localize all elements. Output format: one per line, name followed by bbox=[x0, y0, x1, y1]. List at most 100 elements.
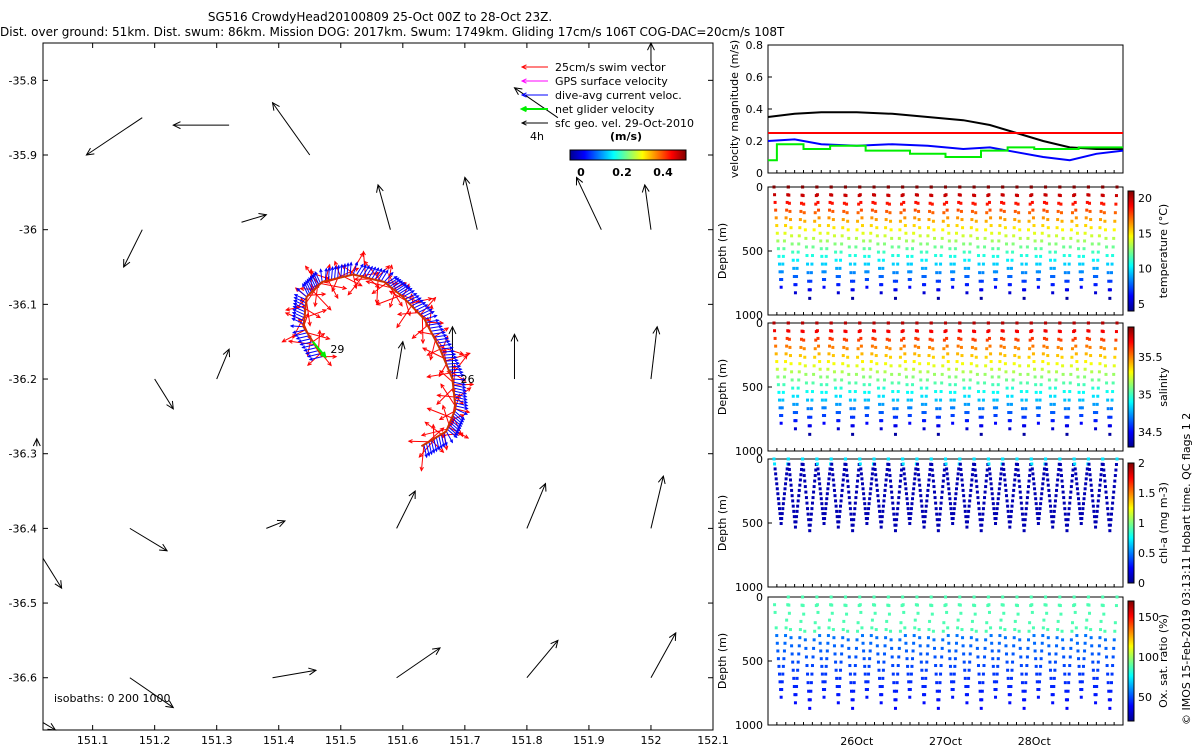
swim-vector-arrow-head bbox=[327, 361, 332, 367]
temperature-data-point bbox=[1072, 185, 1076, 189]
salinity-data-point bbox=[826, 367, 830, 371]
chl-a-data-point bbox=[773, 467, 777, 471]
dac-vector-arrow bbox=[309, 356, 323, 361]
temperature-data-point bbox=[1054, 242, 1058, 246]
salinity-data-point bbox=[846, 355, 850, 359]
chl-a-y-tick-label: 0 bbox=[756, 453, 763, 466]
temperature-data-point bbox=[984, 219, 988, 223]
chl-a-data-point bbox=[895, 512, 899, 516]
salinity-data-point bbox=[1105, 390, 1109, 394]
salinity-data-point bbox=[942, 347, 946, 351]
oxygen-data-point bbox=[785, 618, 789, 622]
geo-velocity-arrow-head bbox=[47, 723, 57, 731]
temperature-data-point bbox=[1031, 208, 1035, 212]
chl-a-data-point bbox=[936, 529, 940, 533]
temperature-ylabel: Depth (m) bbox=[716, 223, 729, 279]
salinity-data-point bbox=[923, 411, 927, 415]
oxygen-data-point bbox=[1068, 664, 1072, 668]
legend-net-arrow-head bbox=[519, 105, 527, 113]
salinity-data-point bbox=[1044, 321, 1048, 325]
oxygen-data-point bbox=[887, 604, 891, 608]
chl-a-data-point bbox=[1102, 474, 1106, 478]
dac-vector-arrow bbox=[308, 277, 315, 290]
oxygen-data-point bbox=[941, 638, 945, 642]
chl-a-data-point bbox=[791, 504, 795, 508]
dac-vector-arrow-head bbox=[306, 354, 312, 358]
chl-a-data-point bbox=[835, 509, 839, 513]
oxygen-data-point bbox=[890, 646, 894, 650]
salinity-data-point bbox=[1008, 427, 1012, 431]
salinity-data-point bbox=[983, 372, 987, 376]
salinity-data-point bbox=[866, 406, 870, 410]
salinity-data-point bbox=[961, 370, 965, 374]
salinity-data-point bbox=[862, 375, 866, 379]
chl-a-data-point bbox=[928, 473, 932, 477]
salinity-data-point bbox=[784, 360, 788, 364]
temperature-data-point bbox=[1076, 239, 1080, 243]
dac-vector-arrow-head bbox=[453, 355, 458, 360]
salinity-data-point bbox=[1103, 364, 1107, 368]
salinity-data-point bbox=[1055, 370, 1059, 374]
oxygen-data-point bbox=[880, 685, 884, 689]
chl-a-data-point bbox=[890, 496, 894, 500]
oxygen-data-point bbox=[1077, 664, 1081, 668]
dac-vector-arrow bbox=[327, 267, 330, 281]
dac-vector-arrow bbox=[438, 343, 452, 347]
dac-vector-arrow-head bbox=[439, 445, 443, 450]
chl-a-data-point bbox=[999, 472, 1003, 476]
chl-a-data-point bbox=[897, 496, 901, 500]
salinity-data-point bbox=[862, 383, 866, 387]
salinity-data-point bbox=[947, 375, 951, 379]
dac-vector-arrow-head bbox=[308, 357, 313, 361]
chl-a-data-point bbox=[1103, 479, 1107, 483]
temperature-data-point bbox=[1011, 250, 1015, 254]
salinity-data-point bbox=[1039, 390, 1043, 394]
temperature-data-point bbox=[977, 262, 981, 266]
dac-vector-arrow bbox=[311, 274, 318, 287]
temperature-data-point bbox=[823, 278, 827, 282]
temperature-data-point bbox=[917, 209, 921, 213]
header-subtitle: Dist. over ground: 51km. Dist. swum: 86k… bbox=[0, 25, 785, 39]
oxygen-data-point bbox=[1013, 619, 1017, 623]
salinity-data-point bbox=[1042, 344, 1046, 348]
temperature-data-point bbox=[1030, 193, 1034, 197]
chl-a-data-point bbox=[1008, 525, 1012, 529]
swim-vector-arrow-head bbox=[321, 292, 327, 297]
temperature-data-point bbox=[918, 234, 922, 238]
chl-a-data-point bbox=[825, 492, 829, 496]
salinity-data-point bbox=[1040, 375, 1044, 379]
chl-a-data-point bbox=[892, 518, 896, 522]
temperature-data-point bbox=[955, 224, 959, 228]
swim-vector-arrow-head bbox=[342, 285, 348, 290]
chl-a-data-point bbox=[809, 518, 813, 522]
salinity-data-point bbox=[989, 352, 993, 356]
temperature-data-point bbox=[1082, 247, 1086, 251]
chl-a-data-point bbox=[1039, 497, 1043, 501]
temperature-data-point bbox=[987, 193, 991, 197]
temperature-data-point bbox=[982, 254, 986, 258]
oxygen-data-point bbox=[1003, 628, 1007, 632]
chl-a-data-point bbox=[1095, 509, 1099, 513]
swim-vector-arrow-head bbox=[292, 333, 297, 339]
oxygen-y-tick-label: 1000 bbox=[735, 719, 763, 732]
temperature-data-point bbox=[797, 234, 801, 238]
oxygen-data-point bbox=[967, 676, 971, 680]
chl-a-data-point bbox=[911, 497, 915, 501]
chl-a-data-point bbox=[942, 474, 946, 478]
chl-a-data-point bbox=[1112, 490, 1116, 494]
temperature-data-point bbox=[861, 231, 865, 235]
chl-a-data-point bbox=[894, 523, 898, 527]
dac-vector-arrow bbox=[307, 353, 321, 358]
oxygen-data-point bbox=[1061, 638, 1065, 642]
chl-a-data-point bbox=[826, 482, 830, 486]
salinity-data-point bbox=[806, 407, 810, 411]
salinity-data-point bbox=[938, 407, 942, 411]
chl-a-data-point bbox=[888, 474, 892, 478]
salinity-data-point bbox=[1035, 398, 1039, 402]
geo-velocity-arrow bbox=[396, 647, 441, 679]
chl-a-data-point bbox=[930, 463, 934, 467]
dac-vector-arrow-head bbox=[301, 345, 306, 349]
temperature-data-point bbox=[1006, 266, 1010, 270]
chl-a-data-point bbox=[1020, 507, 1024, 511]
oxygen-data-point bbox=[975, 638, 979, 642]
